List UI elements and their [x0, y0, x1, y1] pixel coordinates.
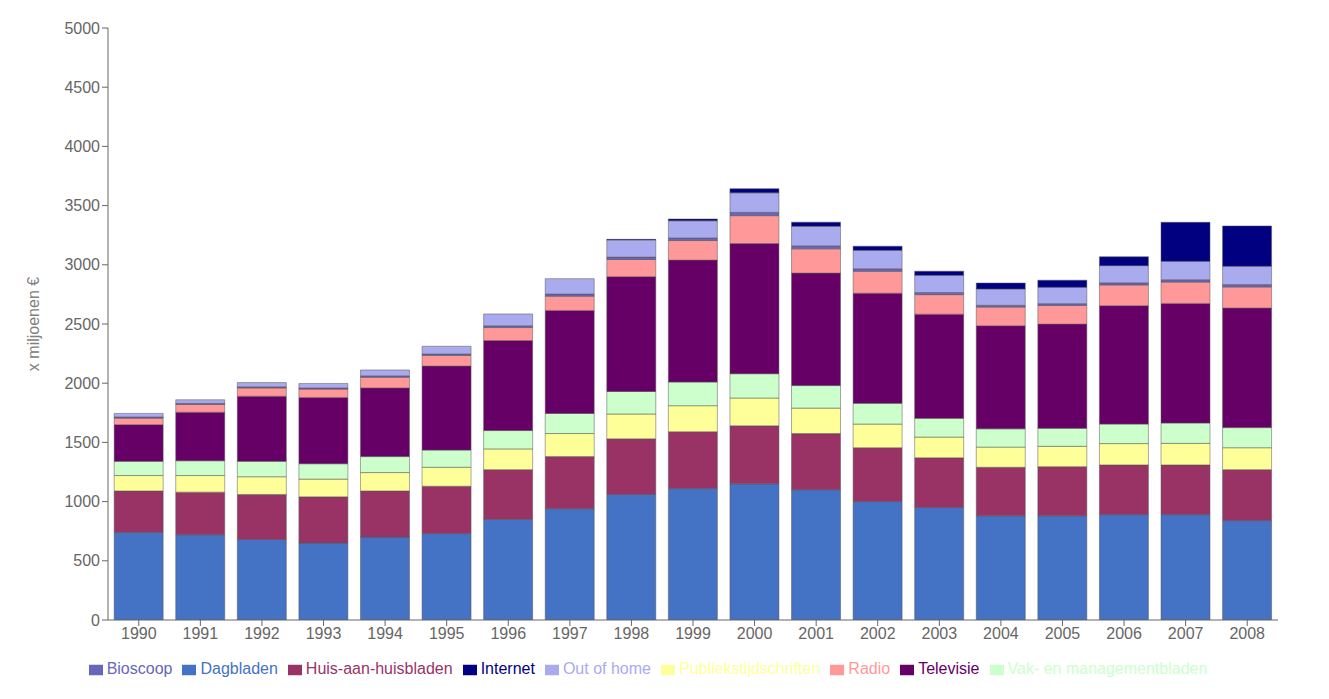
svg-text:3000: 3000 — [64, 256, 100, 273]
html-text:Internet: Internet — [480, 660, 535, 677]
svg-text:2003: 2003 — [922, 625, 958, 642]
svg-text:1000: 1000 — [64, 493, 100, 510]
html-text:Vak- en managementbladen: Vak- en managementbladen — [1007, 660, 1208, 677]
svg-text:2006: 2006 — [1106, 625, 1142, 642]
html-text:Huis-aan-huisbladen: Huis-aan-huisbladen — [305, 660, 453, 677]
html-text:Bioscoop: Bioscoop — [106, 660, 173, 677]
svg-text:0: 0 — [91, 612, 100, 629]
svg-text:2000: 2000 — [737, 625, 773, 642]
svg-text:1995: 1995 — [429, 625, 465, 642]
svg-text:1997: 1997 — [552, 625, 588, 642]
svg-text:1998: 1998 — [614, 625, 650, 642]
svg-text:1994: 1994 — [367, 625, 403, 642]
svg-text:1993: 1993 — [306, 625, 342, 642]
svg-text:4500: 4500 — [64, 79, 100, 96]
svg-text:3500: 3500 — [64, 197, 100, 214]
html-text:Out of home: Out of home — [562, 660, 651, 677]
svg-text:4000: 4000 — [64, 138, 100, 155]
svg-text:5000: 5000 — [64, 20, 100, 37]
svg-text:2007: 2007 — [1168, 625, 1204, 642]
svg-text:1999: 1999 — [675, 625, 711, 642]
svg-text:500: 500 — [73, 552, 100, 569]
svg-text:1992: 1992 — [244, 625, 280, 642]
html-text:Publiekstijdschriften: Publiekstijdschriften — [678, 660, 821, 677]
svg-text:1500: 1500 — [64, 434, 100, 451]
html-text:Radio: Radio — [848, 660, 891, 677]
svg-text:x miljoenen €: x miljoenen € — [25, 277, 42, 371]
svg-text:1996: 1996 — [490, 625, 526, 642]
html-text:Dagbladen: Dagbladen — [200, 660, 278, 677]
html-text:Televisie: Televisie — [918, 660, 980, 677]
svg-text:2004: 2004 — [983, 625, 1019, 642]
svg-text:2002: 2002 — [860, 625, 896, 642]
svg-text:2001: 2001 — [798, 625, 834, 642]
svg-text:1991: 1991 — [183, 625, 219, 642]
svg-text:2000: 2000 — [64, 375, 100, 392]
svg-text:2008: 2008 — [1229, 625, 1265, 642]
svg-text:2005: 2005 — [1045, 625, 1081, 642]
svg-text:1990: 1990 — [121, 625, 157, 642]
svg-text:2500: 2500 — [64, 316, 100, 333]
